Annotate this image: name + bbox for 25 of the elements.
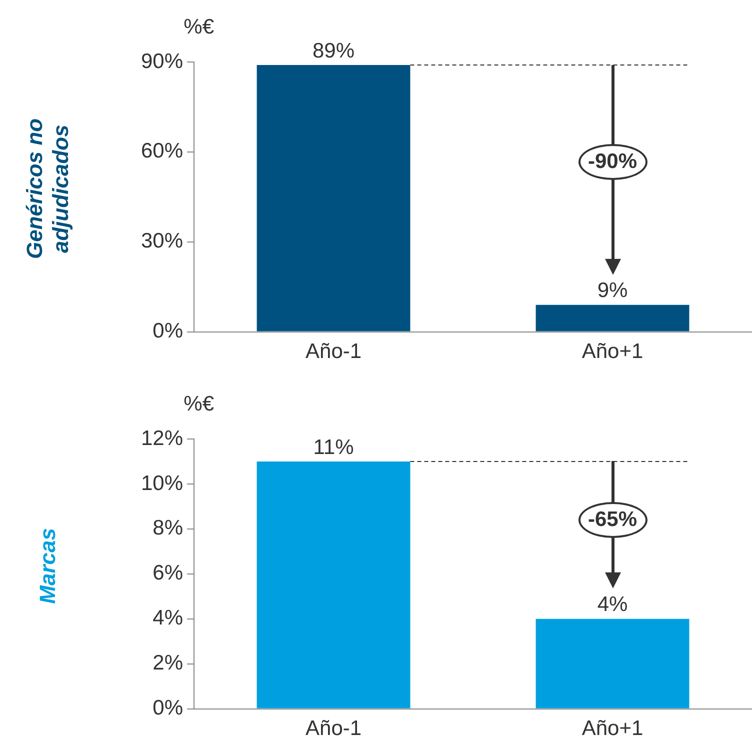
x-tick-label: Año-1 (306, 717, 362, 740)
y-tick-label: 90% (141, 50, 184, 73)
data-label: 9% (597, 279, 628, 302)
y-tick-label: 0% (152, 320, 184, 343)
y-axis-title: Genéricos no adjudicados (22, 117, 74, 261)
chart-title: %€ (184, 392, 214, 416)
y-tick-label: 2% (152, 652, 184, 675)
y-axis-title: Marcas (35, 528, 61, 604)
x-tick-label: Año+1 (582, 717, 644, 740)
y-tick-label: 30% (141, 230, 184, 253)
annotation: -90% (578, 144, 648, 180)
y-tick-label: 12% (141, 426, 184, 450)
data-label: 89% (312, 39, 355, 62)
annotation: -65% (578, 502, 648, 538)
data-label: 4% (597, 593, 628, 616)
y-tick-label: 4% (152, 606, 184, 630)
chart-title: %€ (184, 15, 214, 38)
x-tick-label: Año-1 (306, 340, 362, 364)
x-tick-label: Año+1 (582, 340, 644, 364)
data-label: 11% (313, 436, 354, 459)
y-tick-label: 60% (141, 140, 184, 163)
y-tick-label: 0% (152, 696, 184, 720)
y-tick-label: 6% (152, 562, 184, 585)
y-tick-label: 10% (141, 472, 184, 495)
y-tick-label: 8% (152, 516, 184, 540)
